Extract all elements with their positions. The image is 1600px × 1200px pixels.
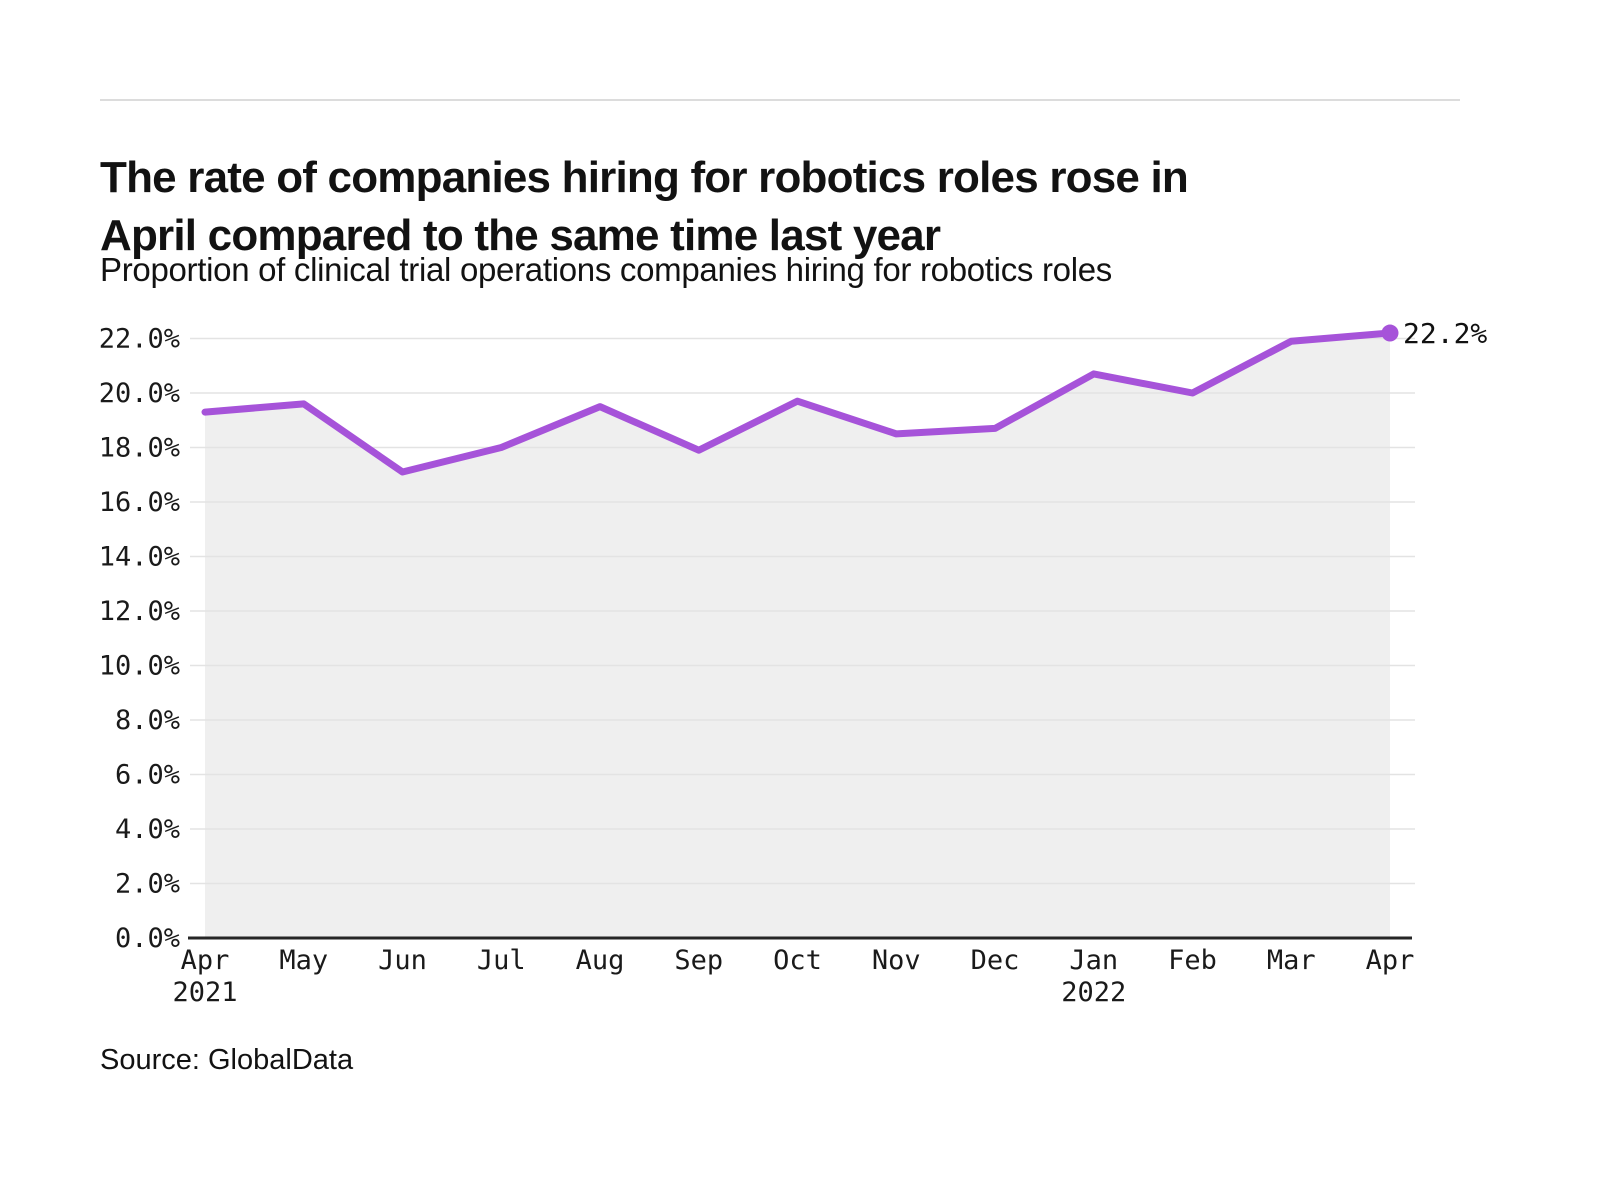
chart-title-line2: April compared to the same time last yea…	[100, 211, 941, 261]
x-axis-tick-label: Jul	[477, 945, 526, 976]
x-axis-tick-label: Sep	[674, 945, 723, 976]
x-axis-year-label: 2021	[172, 977, 237, 1008]
chart-title-line1: The rate of companies hiring for robotic…	[100, 153, 1189, 203]
y-axis-tick-label: 16.0%	[99, 487, 180, 518]
y-axis-tick-label: 22.0%	[99, 324, 180, 355]
chart-title: The rate of companies hiring for robotic…	[100, 149, 1500, 265]
source-note: Source: GlobalData	[100, 1044, 354, 1076]
chart-subtitle: Proportion of clinical trial operations …	[100, 251, 1112, 288]
x-axis-tick-label: Jan	[1069, 945, 1118, 976]
x-axis-tick-label: Nov	[872, 945, 921, 976]
x-axis-tick-label: Feb	[1168, 945, 1217, 976]
end-value-label: 22.2%	[1403, 317, 1488, 350]
end-point-marker	[1381, 324, 1399, 342]
y-axis-tick-label: 20.0%	[99, 378, 180, 409]
x-axis-tick-label: May	[279, 945, 328, 976]
x-axis-tick-label: Dec	[971, 945, 1020, 976]
y-axis-tick-label: 18.0%	[99, 433, 180, 464]
y-axis-tick-label: 2.0%	[115, 869, 180, 900]
y-axis-tick-label: 0.0%	[115, 923, 180, 954]
y-axis-tick-label: 12.0%	[99, 596, 180, 627]
y-axis-tick-label: 14.0%	[99, 542, 180, 573]
y-axis-tick-label: 6.0%	[115, 760, 180, 791]
x-axis-tick-label: Aug	[576, 945, 625, 976]
y-axis-tick-label: 8.0%	[115, 705, 180, 736]
y-axis-tick-label: 4.0%	[115, 814, 180, 845]
x-axis-tick-label: Apr	[181, 945, 230, 976]
x-axis-tick-label: Jun	[378, 945, 427, 976]
area-fill	[205, 333, 1390, 938]
x-axis-year-label: 2022	[1061, 977, 1126, 1008]
top-divider-rule	[100, 99, 1460, 101]
x-axis-tick-label: Mar	[1267, 945, 1316, 976]
x-axis-tick-label: Apr	[1366, 945, 1415, 976]
data-line	[201, 329, 1394, 476]
x-axis-tick-label: Oct	[773, 945, 822, 976]
y-axis-tick-label: 10.0%	[99, 651, 180, 682]
